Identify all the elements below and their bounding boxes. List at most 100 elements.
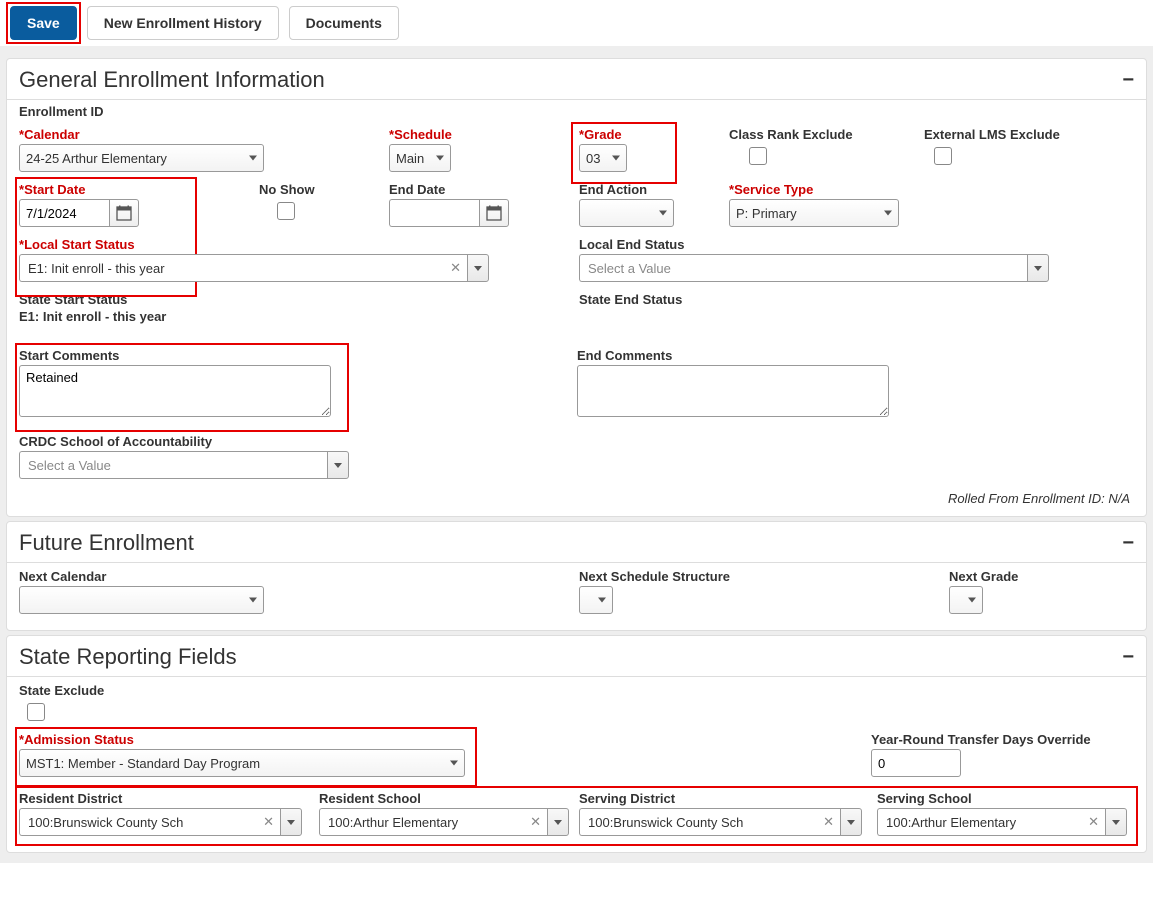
end-action-select[interactable] <box>579 199 674 227</box>
admission-value: MST1: Member - Standard Day Program <box>26 756 260 771</box>
rolled-from-label: Rolled From Enrollment ID: N/A <box>19 485 1134 506</box>
chevron-down-icon[interactable] <box>840 808 862 836</box>
chevron-down-icon <box>436 156 444 161</box>
end-date-label: End Date <box>389 182 571 197</box>
calendar-icon[interactable] <box>479 199 509 227</box>
panel-future-title: Future Enrollment <box>19 530 194 556</box>
state-start-value: E1: Init enroll - this year <box>19 309 571 324</box>
schedule-label: Schedule <box>389 127 571 142</box>
panel-general: General Enrollment Information − Enrollm… <box>6 58 1147 517</box>
admission-label: Admission Status <box>19 732 463 747</box>
save-button[interactable]: Save <box>10 6 77 40</box>
chevron-down-icon <box>450 761 458 766</box>
panel-state-header[interactable]: State Reporting Fields − <box>7 636 1146 677</box>
chevron-down-icon[interactable] <box>467 254 489 282</box>
panel-general-title: General Enrollment Information <box>19 67 325 93</box>
clear-icon[interactable]: ✕ <box>530 814 541 830</box>
chevron-down-icon <box>659 211 667 216</box>
serving-district-combo[interactable]: 100:Brunswick County Sch ✕ <box>579 808 840 836</box>
schedule-value: Main <box>396 151 424 166</box>
end-action-label: End Action <box>579 182 721 197</box>
resident-district-label: Resident District <box>19 791 311 806</box>
no-show-checkbox[interactable] <box>277 202 295 220</box>
start-date-label: Start Date <box>19 182 251 197</box>
calendar-label: Calendar <box>19 127 381 142</box>
state-start-label: State Start Status <box>19 292 571 307</box>
no-show-label: No Show <box>259 182 381 197</box>
chevron-down-icon[interactable] <box>1027 254 1049 282</box>
grade-select[interactable]: 03 <box>579 144 627 172</box>
ext-lms-label: External LMS Exclude <box>924 127 1096 142</box>
panel-general-header[interactable]: General Enrollment Information − <box>7 59 1146 100</box>
serving-school-label: Serving School <box>877 791 1121 806</box>
state-exclude-label: State Exclude <box>19 683 211 698</box>
year-round-label: Year-Round Transfer Days Override <box>871 732 1113 747</box>
chevron-down-icon <box>968 598 976 603</box>
next-grade-select[interactable] <box>949 586 983 614</box>
crdc-combo[interactable]: Select a Value <box>19 451 327 479</box>
local-start-label: Local Start Status <box>19 237 571 252</box>
calendar-icon[interactable] <box>109 199 139 227</box>
resident-school-combo[interactable]: 100:Arthur Elementary ✕ <box>319 808 547 836</box>
chevron-down-icon[interactable] <box>1105 808 1127 836</box>
class-rank-label: Class Rank Exclude <box>729 127 916 142</box>
chevron-down-icon <box>884 211 892 216</box>
serving-school-combo[interactable]: 100:Arthur Elementary ✕ <box>877 808 1105 836</box>
next-calendar-select[interactable] <box>19 586 264 614</box>
next-schedule-select[interactable] <box>579 586 613 614</box>
crdc-placeholder: Select a Value <box>28 458 111 473</box>
chevron-down-icon <box>598 598 606 603</box>
local-end-placeholder: Select a Value <box>588 261 671 276</box>
enrollment-id-label: Enrollment ID <box>19 104 1134 119</box>
clear-icon[interactable]: ✕ <box>450 260 461 276</box>
local-end-status-combo[interactable]: Select a Value <box>579 254 1027 282</box>
ext-lms-checkbox[interactable] <box>934 147 952 165</box>
local-start-value: E1: Init enroll - this year <box>28 261 165 276</box>
chevron-down-icon <box>249 598 257 603</box>
next-grade-label: Next Grade <box>949 569 1101 584</box>
calendar-select[interactable]: 24-25 Arthur Elementary <box>19 144 264 172</box>
resident-school-label: Resident School <box>319 791 571 806</box>
grade-value: 03 <box>586 151 600 166</box>
service-type-select[interactable]: P: Primary <box>729 199 899 227</box>
documents-button[interactable]: Documents <box>289 6 399 40</box>
clear-icon[interactable]: ✕ <box>1088 814 1099 830</box>
resident-district-value: 100:Brunswick County Sch <box>28 815 183 830</box>
year-round-input[interactable] <box>871 749 961 777</box>
serving-district-label: Serving District <box>579 791 869 806</box>
new-enrollment-history-button[interactable]: New Enrollment History <box>87 6 279 40</box>
collapse-icon: − <box>1122 69 1134 92</box>
end-date-input[interactable] <box>389 199 479 227</box>
panel-future: Future Enrollment − Next Calendar Next S… <box>6 521 1147 631</box>
panel-state: State Reporting Fields − State Exclude A… <box>6 635 1147 853</box>
crdc-label: CRDC School of Accountability <box>19 434 511 449</box>
clear-icon[interactable]: ✕ <box>263 814 274 830</box>
end-comments-textarea[interactable] <box>577 365 889 417</box>
chevron-down-icon[interactable] <box>280 808 302 836</box>
service-type-value: P: Primary <box>736 206 797 221</box>
start-comments-label: Start Comments <box>19 348 331 363</box>
admission-select[interactable]: MST1: Member - Standard Day Program <box>19 749 465 777</box>
toolbar: Save New Enrollment History Documents <box>0 0 1153 46</box>
grade-label: Grade <box>579 127 651 142</box>
schedule-select[interactable]: Main <box>389 144 451 172</box>
clear-icon[interactable]: ✕ <box>823 814 834 830</box>
local-start-status-combo[interactable]: E1: Init enroll - this year ✕ <box>19 254 467 282</box>
next-calendar-label: Next Calendar <box>19 569 571 584</box>
page-body: General Enrollment Information − Enrollm… <box>0 46 1153 863</box>
collapse-icon: − <box>1122 646 1134 669</box>
start-comments-textarea[interactable] <box>19 365 331 417</box>
chevron-down-icon <box>249 156 257 161</box>
chevron-down-icon[interactable] <box>547 808 569 836</box>
state-exclude-checkbox[interactable] <box>27 703 45 721</box>
highlight-save: Save <box>10 6 77 40</box>
chevron-down-icon[interactable] <box>327 451 349 479</box>
class-rank-checkbox[interactable] <box>749 147 767 165</box>
start-date-input[interactable] <box>19 199 109 227</box>
resident-district-combo[interactable]: 100:Brunswick County Sch ✕ <box>19 808 280 836</box>
next-schedule-label: Next Schedule Structure <box>579 569 941 584</box>
state-end-label: State End Status <box>579 292 1071 307</box>
end-comments-label: End Comments <box>577 348 909 363</box>
collapse-icon: − <box>1122 532 1134 555</box>
panel-future-header[interactable]: Future Enrollment − <box>7 522 1146 563</box>
